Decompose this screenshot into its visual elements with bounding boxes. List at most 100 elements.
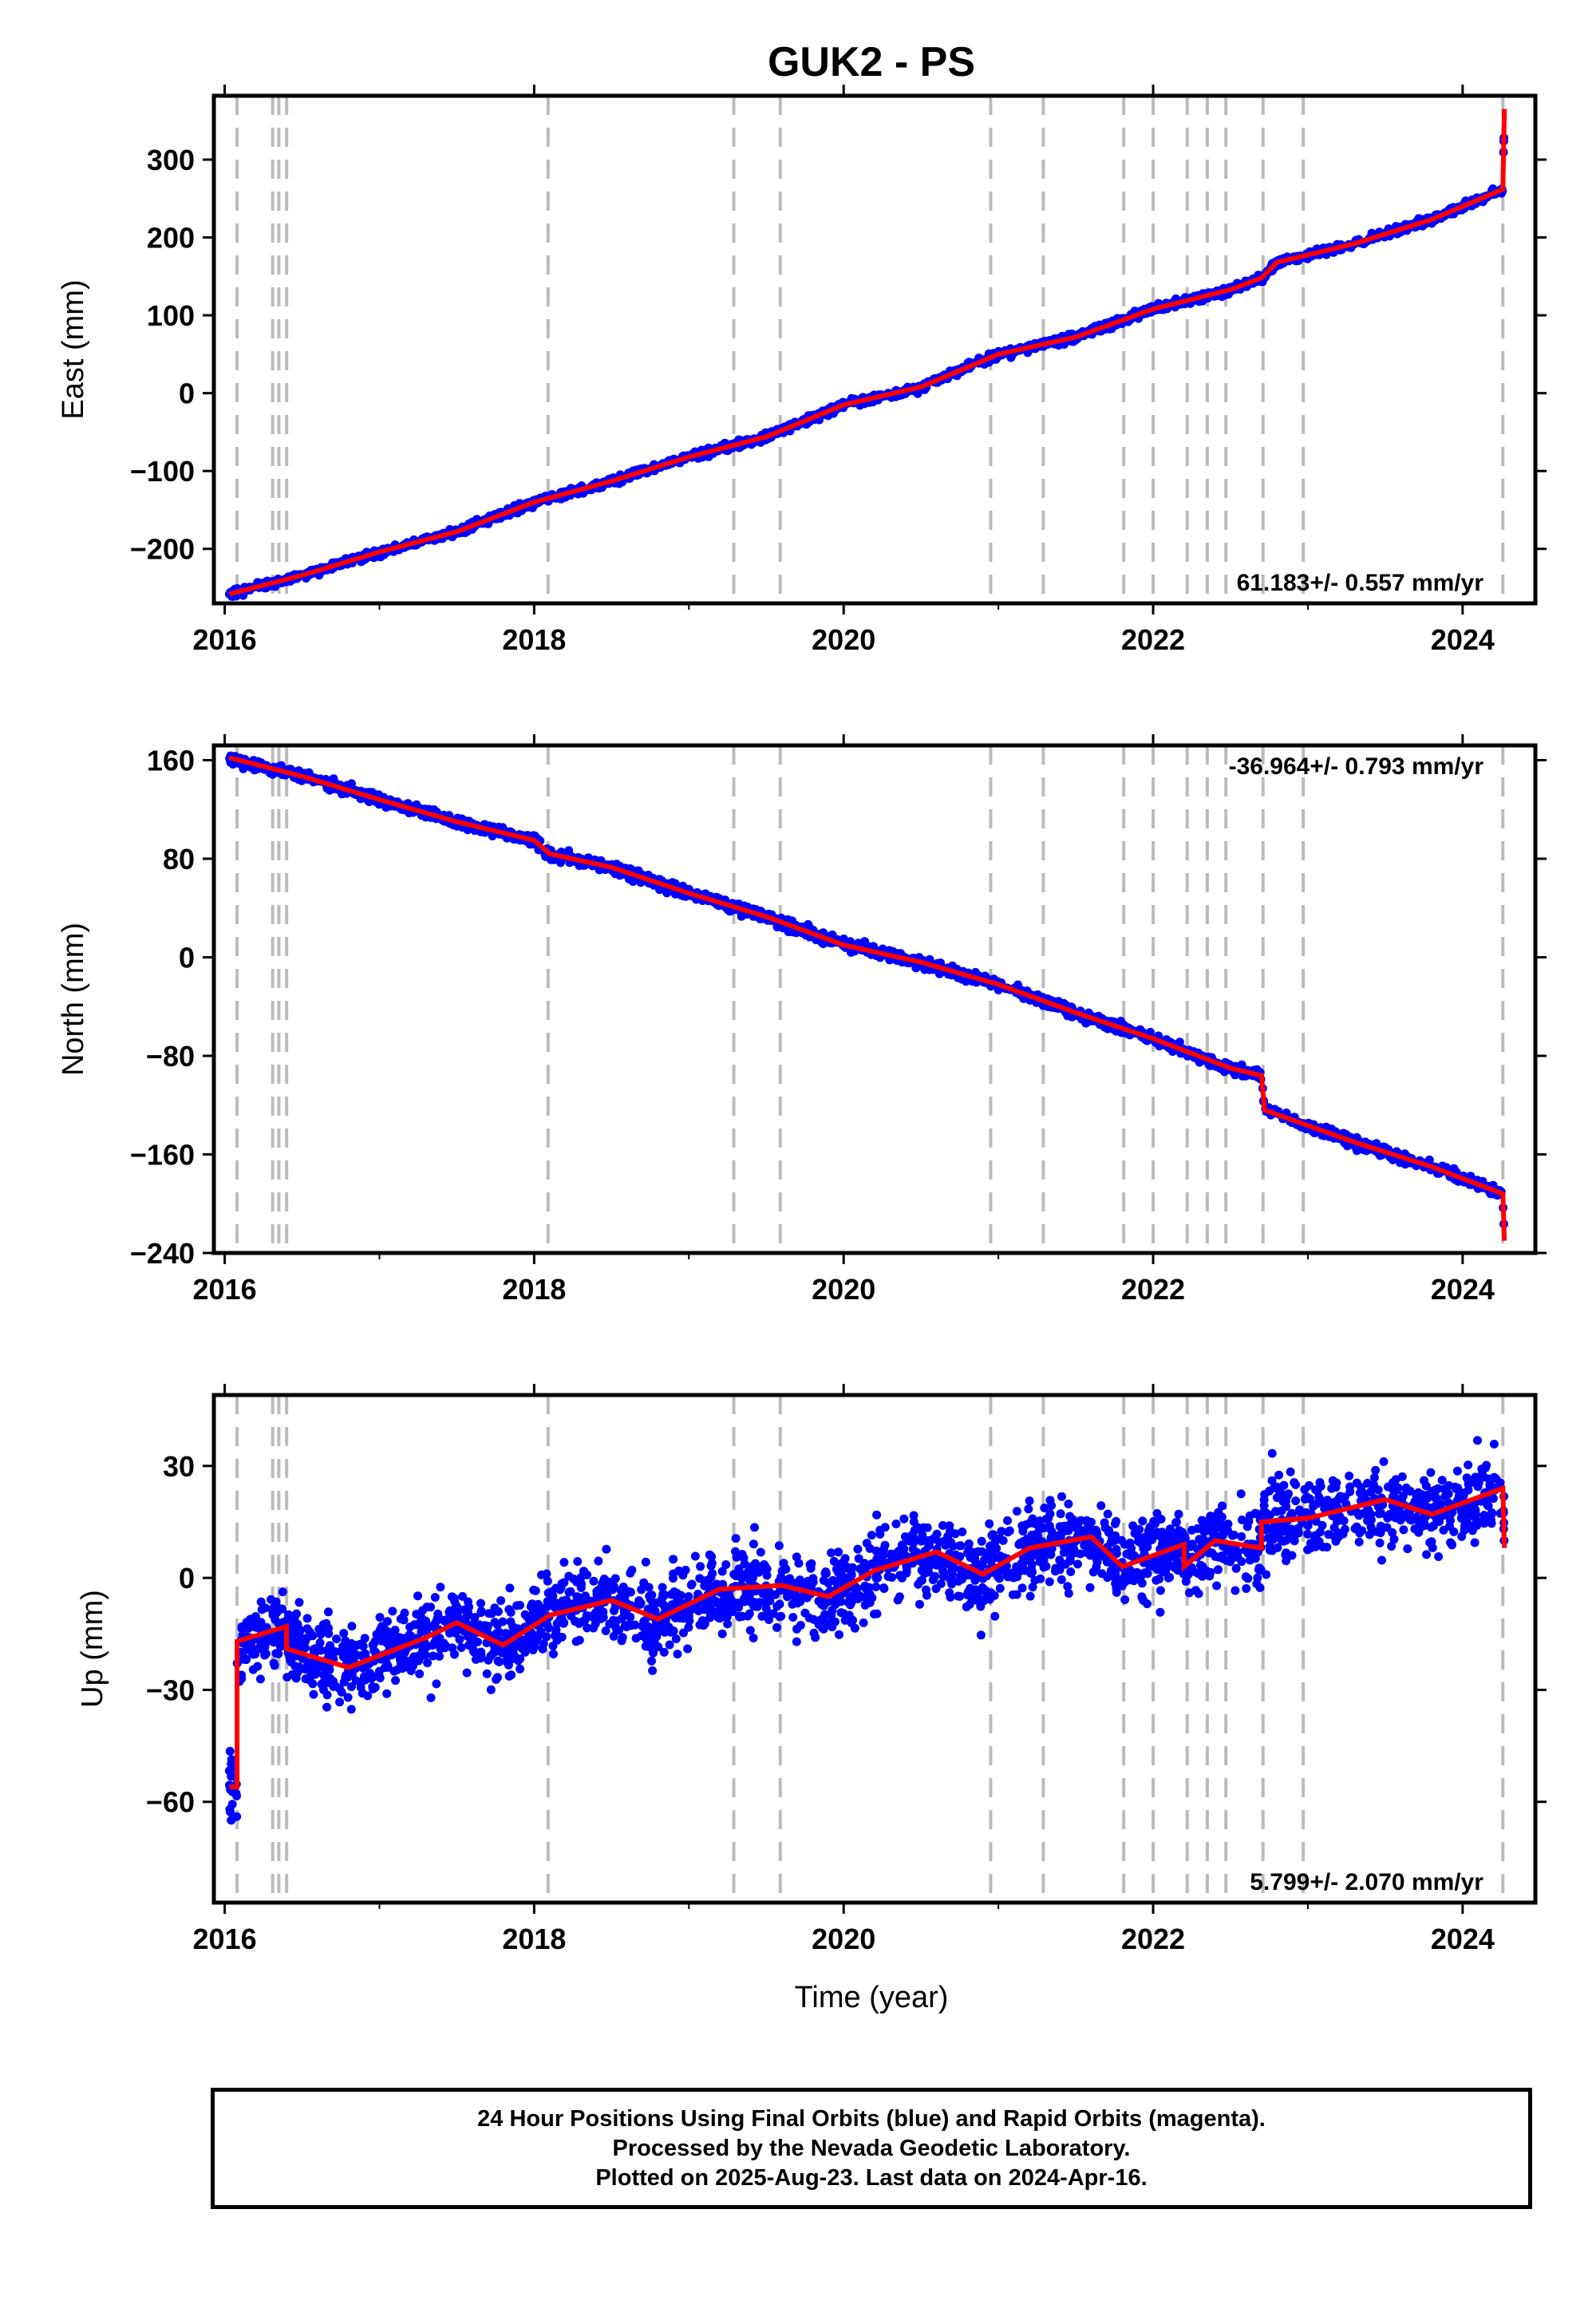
y-tick-label: −240 [130, 1237, 195, 1270]
data-point [617, 1636, 626, 1646]
data-point [1171, 1518, 1181, 1528]
data-point [1374, 1509, 1384, 1519]
data-point [995, 1583, 1005, 1593]
data-point [1096, 1501, 1106, 1511]
y-tick-label: −100 [130, 455, 195, 488]
data-point [322, 1702, 332, 1712]
data-point [879, 1551, 888, 1560]
data-point [435, 1651, 444, 1661]
data-point [1397, 1472, 1407, 1481]
data-point [819, 1575, 828, 1585]
east-frame [211, 93, 1538, 606]
data-point [1218, 1501, 1227, 1511]
data-point [669, 1555, 678, 1564]
data-point [794, 1559, 804, 1568]
data-point [1028, 1583, 1037, 1592]
y-tick-label: 100 [147, 299, 195, 332]
data-point [1253, 1573, 1262, 1583]
north-points [225, 751, 1508, 1229]
data-point [707, 1552, 717, 1561]
y-tick-label: −80 [146, 1040, 195, 1073]
data-point [792, 1637, 801, 1646]
data-point [955, 1591, 965, 1601]
data-point [484, 1655, 493, 1665]
data-point [995, 1534, 1005, 1543]
y-tick-label: 160 [147, 745, 195, 777]
data-point [994, 986, 1003, 994]
north-fit-line [228, 755, 1507, 1241]
data-point [462, 1668, 472, 1678]
east-fit-line [228, 109, 1507, 597]
data-point [869, 942, 878, 951]
data-point [911, 963, 921, 973]
data-point [324, 1607, 333, 1617]
data-point [641, 1557, 650, 1567]
y-tick-label: 80 [163, 843, 195, 875]
data-point [964, 1539, 974, 1548]
data-point [938, 1521, 947, 1530]
north-plot-area [225, 745, 1508, 1253]
data-point [1242, 1584, 1251, 1593]
x-tick-label: 2016 [193, 623, 257, 656]
east-rate-label: 61.183+/- 0.557 mm/yr [1237, 570, 1484, 596]
data-point [426, 1693, 436, 1702]
data-point [432, 1679, 441, 1689]
data-point [1066, 1567, 1076, 1576]
data-point [1267, 1448, 1277, 1458]
data-point [977, 1536, 986, 1546]
data-point [1403, 1544, 1412, 1554]
data-point [1387, 1542, 1396, 1551]
data-point [1012, 1507, 1021, 1516]
panel-north: 2016 2018 2020 2022 2024−240−160−80080160Nor… [57, 734, 1547, 1306]
data-point [1396, 1158, 1404, 1168]
up-plot-area [224, 1395, 1509, 1903]
north-frame [211, 743, 1538, 1255]
data-point [1065, 1512, 1075, 1521]
data-point [1242, 1522, 1252, 1531]
data-point [994, 1574, 1004, 1583]
east-plot-area [225, 96, 1509, 603]
data-point [895, 1592, 904, 1602]
data-point [985, 1519, 994, 1528]
data-point [490, 1603, 500, 1613]
x-tick-label: 2020 [812, 1273, 875, 1306]
data-point [339, 1629, 349, 1638]
data-point [749, 1634, 758, 1642]
data-point [1047, 1501, 1057, 1510]
data-point [1068, 1546, 1077, 1555]
data-point [1057, 1492, 1066, 1501]
data-point [1340, 1524, 1349, 1534]
data-point [946, 1575, 955, 1584]
y-tick-label: −200 [130, 533, 195, 566]
data-point [455, 1634, 464, 1644]
data-point [496, 1596, 506, 1606]
data-point [602, 1544, 611, 1554]
data-point [505, 1583, 515, 1593]
north-rate-label: -36.964+/- 0.793 mm/yr [1229, 753, 1484, 780]
data-point [470, 1613, 480, 1622]
data-point [1156, 1586, 1165, 1595]
data-point [647, 1656, 656, 1666]
data-point [1053, 1531, 1062, 1540]
data-point [776, 1611, 786, 1621]
x-tick-label: 2018 [502, 623, 566, 656]
x-tick-label: 2024 [1431, 623, 1495, 656]
data-point [347, 779, 356, 788]
data-point [501, 1629, 511, 1638]
data-point [834, 1547, 843, 1557]
data-point [788, 1613, 798, 1622]
data-point [248, 1665, 258, 1674]
data-point [609, 1606, 618, 1615]
data-point [1040, 1504, 1049, 1512]
data-point [756, 1547, 765, 1557]
data-point [1434, 1552, 1444, 1561]
data-point [750, 1523, 759, 1532]
y-tick-label: 0 [179, 377, 195, 410]
data-point [458, 1591, 468, 1601]
data-point [429, 1651, 438, 1661]
y-tick-label: 0 [179, 942, 195, 974]
data-point [1138, 1595, 1148, 1603]
data-point [504, 1605, 514, 1614]
north-y-axis-label: North (mm) [57, 923, 90, 1076]
